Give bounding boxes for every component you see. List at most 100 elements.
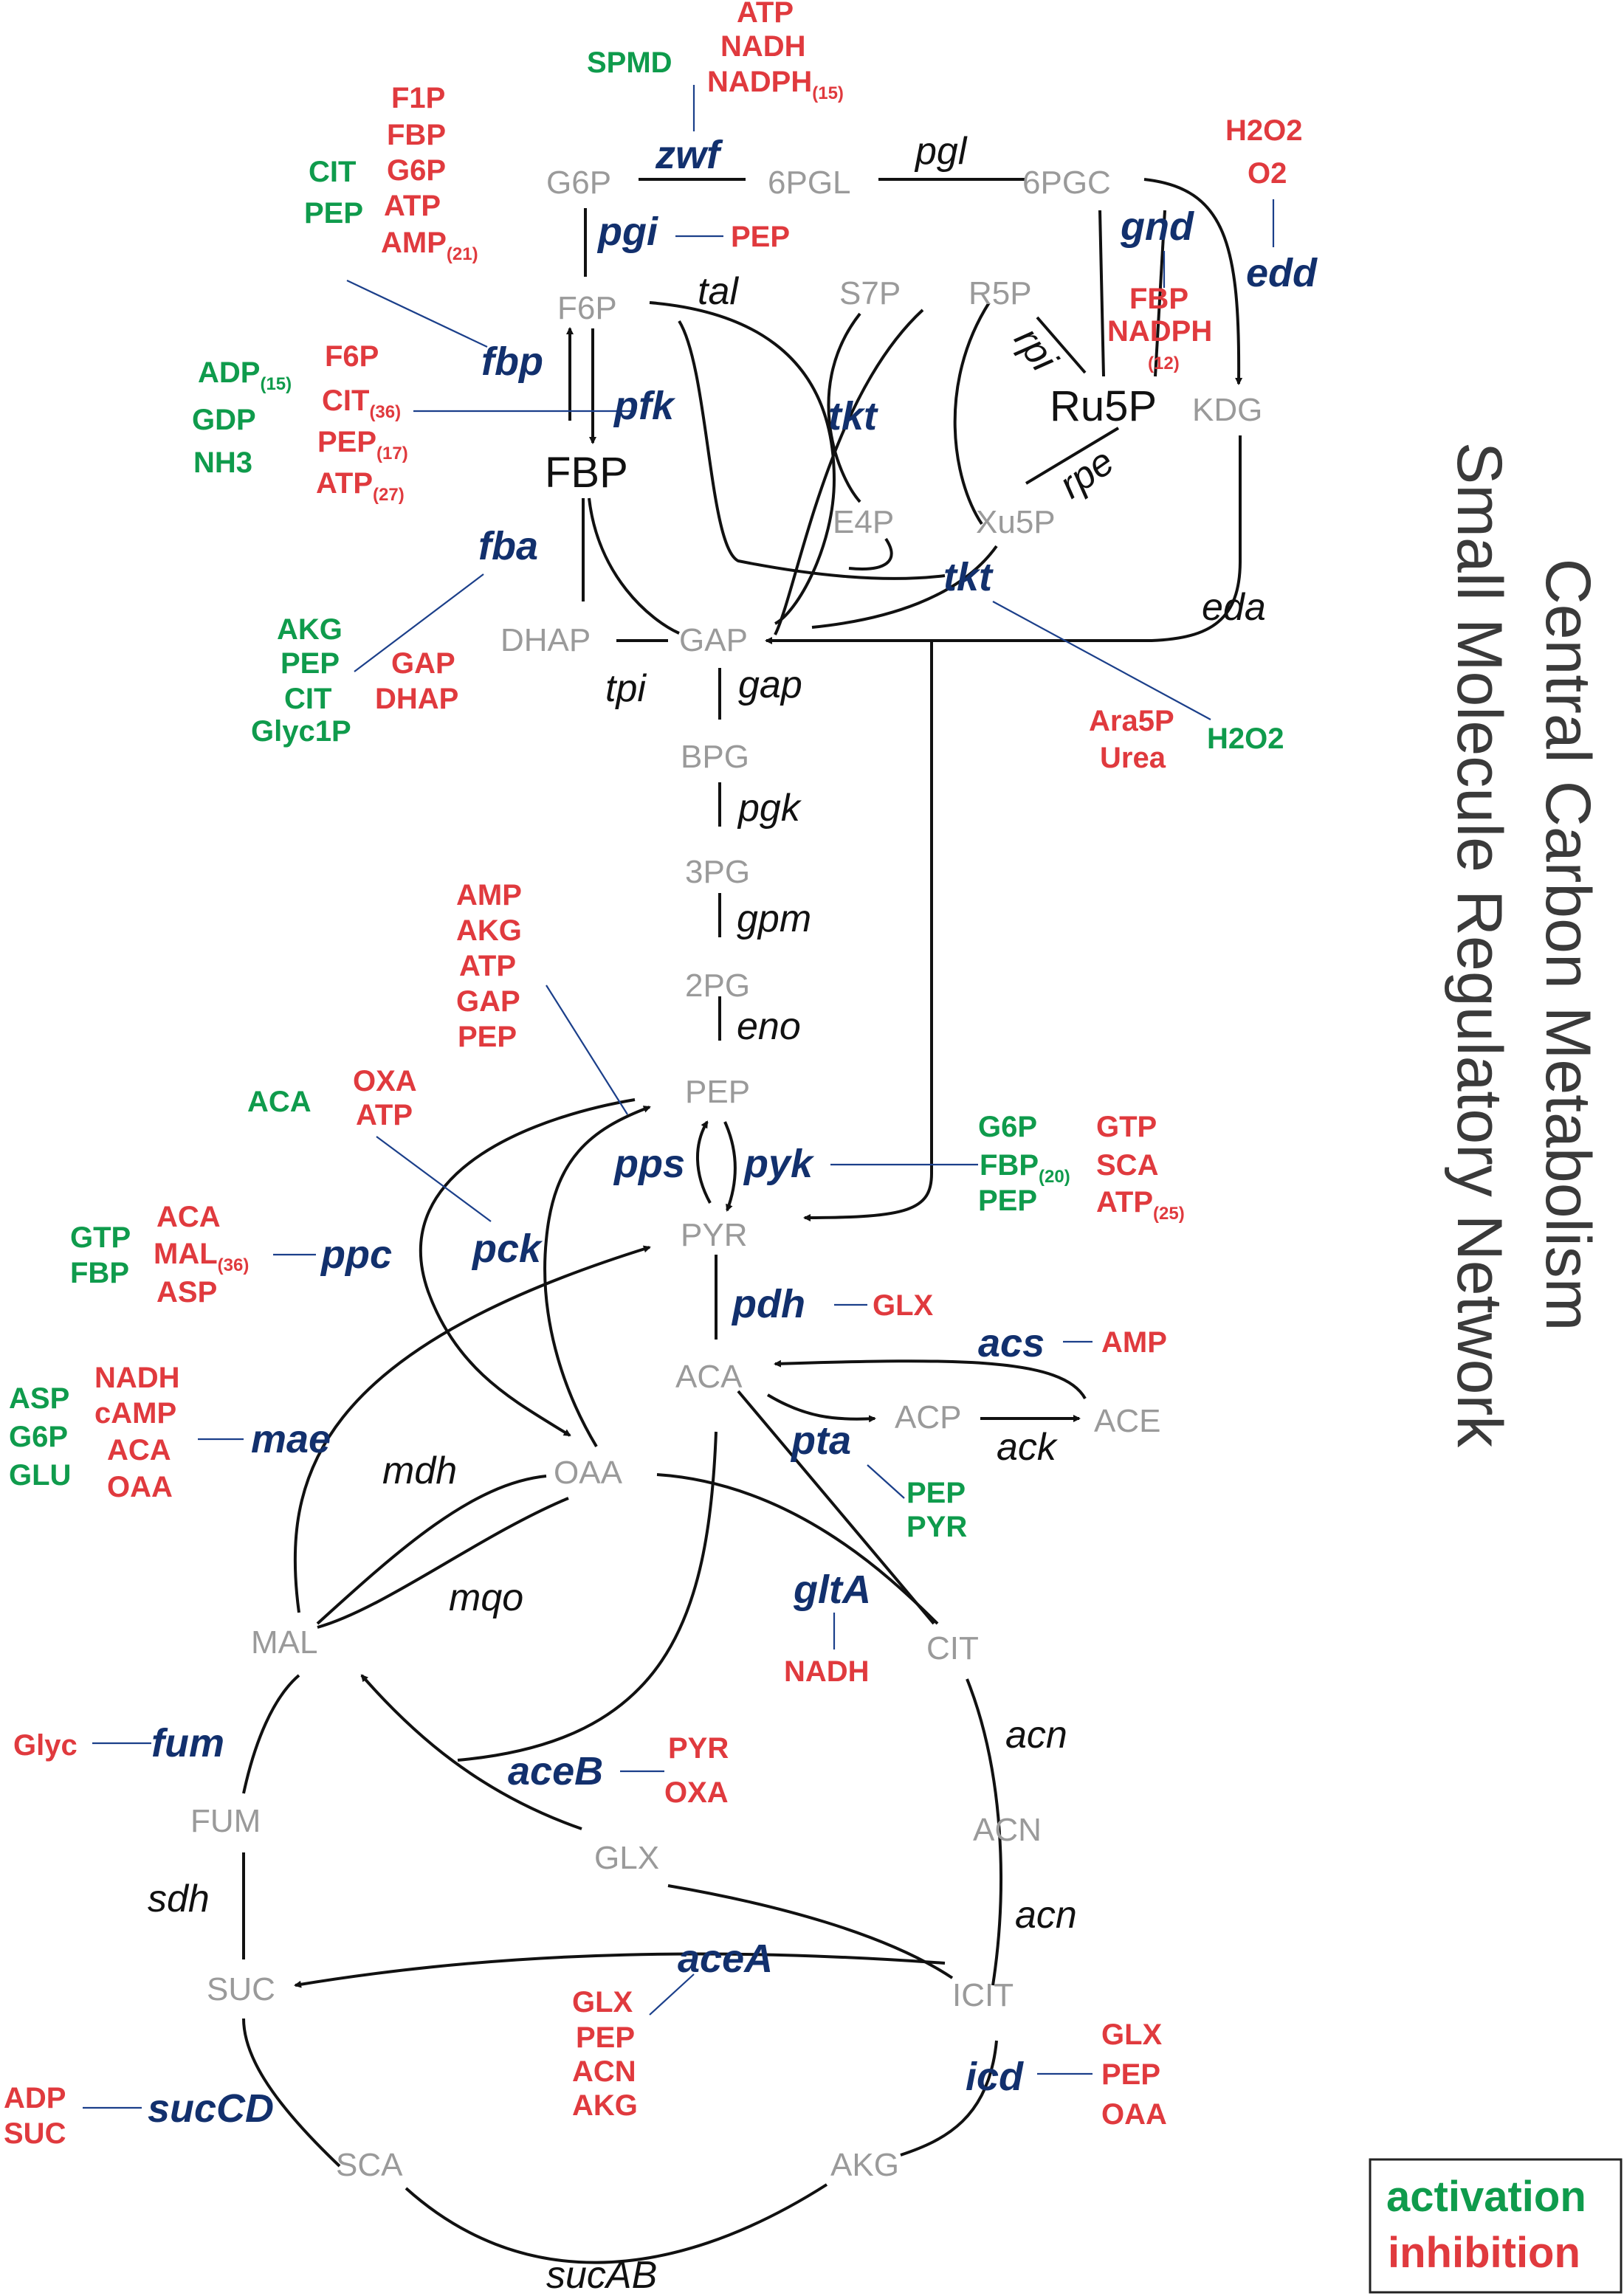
enzyme-zwf: zwf xyxy=(655,133,723,177)
pathway-lines xyxy=(242,178,1243,2264)
enzyme-fba: fba xyxy=(478,524,538,568)
enzyme-eno: eno xyxy=(737,1005,801,1048)
zwf-inhibitor: NADPH(15) xyxy=(707,66,844,103)
enzyme-edd: edd xyxy=(1246,251,1318,295)
metabolite-bpg: BPG xyxy=(681,739,749,775)
fbp-inhibitor: F1P xyxy=(391,82,445,114)
enzyme-sucab: sucAB xyxy=(546,2254,657,2296)
enzyme-acs: acs xyxy=(978,1321,1045,1365)
metabolite-akg: AKG xyxy=(830,2147,899,2183)
glta-inhibitor: NADH xyxy=(784,1655,870,1688)
metabolite-cit: CIT xyxy=(926,1630,979,1666)
regulator-labels: SPMD ATP NADH NADPH(15) H2O2 O2 CIT PEP … xyxy=(4,0,1303,2150)
legend: activation inhibition xyxy=(1369,2158,1623,2294)
edd-inhibitor: H2O2 xyxy=(1225,114,1303,147)
enzyme-gap: gap xyxy=(738,663,802,706)
ppc-inhibitor: MAL(36) xyxy=(154,1238,249,1275)
pck-inhibitor: ATP xyxy=(356,1099,413,1131)
metabolite-ace: ACE xyxy=(1094,1403,1160,1439)
acea-inhibitor: GLX xyxy=(572,1986,633,2019)
metabolite-glx: GLX xyxy=(594,1840,659,1876)
acea-inhibitor: ACN xyxy=(572,2055,636,2088)
enzyme-pfk: pfk xyxy=(613,384,676,428)
gnd-inhibitor-count: (12) xyxy=(1148,354,1180,373)
title-line-2: Small Molecule Regulatory Network xyxy=(1444,442,1515,1448)
pyk-inhibitor: GTP xyxy=(1096,1111,1157,1143)
fbp-activator: CIT xyxy=(309,156,356,188)
pps-inhibitor: AKG xyxy=(456,914,522,947)
enzyme-aceb: aceB xyxy=(508,1749,603,1793)
aceb-inhibitor: OXA xyxy=(664,1776,729,1809)
pyk-activator: G6P xyxy=(978,1111,1037,1143)
metabolite-mal: MAL xyxy=(251,1624,317,1661)
enzyme-succd: sucCD xyxy=(148,2086,274,2131)
enzyme-sdh: sdh xyxy=(148,1878,210,1920)
pck-activator: ACA xyxy=(247,1086,312,1118)
metabolite-aca: ACA xyxy=(675,1359,743,1395)
pgi-inhibitor: PEP xyxy=(731,221,790,253)
enzyme-pgl: pgl xyxy=(914,130,968,173)
metabolite-3pg: 3PG xyxy=(685,854,750,890)
pyk-activator: FBP(20) xyxy=(980,1149,1070,1187)
legend-inhibition: inhibition xyxy=(1388,2229,1580,2277)
pfk-inhibitor: F6P xyxy=(325,340,379,373)
metabolite-labels: G6P 6PGL 6PGC F6P S7P R5P Ru5P KDG FBP E… xyxy=(190,165,1262,2183)
tkt-inhibitor: Ara5P xyxy=(1089,705,1174,737)
metabolite-acn: ACN xyxy=(973,1812,1042,1848)
metabolite-suc: SUC xyxy=(207,1971,275,2007)
regulator-lines xyxy=(83,85,1275,2109)
metabolite-sca: SCA xyxy=(336,2147,403,2183)
enzyme-labels: zwf pgl pgi gnd edd tal fbp pfk tkt rpi … xyxy=(148,130,1318,2296)
metabolite-s7p: S7P xyxy=(839,275,901,311)
pta-activator: PYR xyxy=(906,1511,967,1543)
tkt-inhibitor: Urea xyxy=(1100,742,1166,774)
metabolite-fum: FUM xyxy=(190,1803,261,1839)
enzyme-pck: pck xyxy=(471,1227,543,1271)
succd-inhibitor: SUC xyxy=(4,2117,66,2150)
ppc-activator: GTP xyxy=(70,1221,131,1254)
metabolite-ru5p: Ru5P xyxy=(1050,382,1157,430)
metabolite-6pgc: 6PGC xyxy=(1022,165,1111,201)
enzyme-icd: icd xyxy=(966,2055,1024,2099)
fba-activator: CIT xyxy=(284,683,331,715)
mae-inhibitor: ACA xyxy=(107,1434,171,1466)
fba-inhibitor: GAP xyxy=(391,647,455,680)
metabolite-6pgl: 6PGL xyxy=(768,165,851,201)
edd-inhibitor: O2 xyxy=(1248,157,1287,190)
enzyme-gnd: gnd xyxy=(1120,204,1194,249)
enzyme-rpi: rpi xyxy=(1006,320,1066,380)
zwf-inhibitor: NADH xyxy=(720,30,806,63)
metabolite-f6p: F6P xyxy=(557,290,617,326)
fbp-inhibitor: G6P xyxy=(387,154,446,187)
gnd-inhibitor: FBP xyxy=(1129,283,1188,315)
mae-inhibitor: NADH xyxy=(94,1362,180,1394)
enzyme-gpm: gpm xyxy=(737,897,811,940)
fum-inhibitor: Glyc xyxy=(13,1729,78,1762)
fbp-inhibitor: ATP xyxy=(384,190,441,222)
metabolite-pyr: PYR xyxy=(681,1217,747,1253)
metabolite-g6p: G6P xyxy=(546,165,611,201)
pps-inhibitor: ATP xyxy=(459,950,516,982)
enzyme-pyk: pyk xyxy=(743,1142,815,1186)
enzyme-pta: pta xyxy=(790,1418,851,1463)
metabolite-dhap: DHAP xyxy=(500,622,591,658)
mae-inhibitor: OAA xyxy=(107,1471,173,1503)
ppc-inhibitor: ASP xyxy=(156,1276,217,1309)
metabolite-pep: PEP xyxy=(685,1074,750,1110)
enzyme-tkt-lower: tkt xyxy=(943,555,994,599)
zwf-inhibitor: ATP xyxy=(737,0,794,29)
enzyme-fum: fum xyxy=(151,1721,224,1765)
enzyme-pgk: pgk xyxy=(737,787,802,830)
enzyme-mdh: mdh xyxy=(382,1449,457,1492)
enzyme-eda: eda xyxy=(1202,586,1266,629)
fba-inhibitor: DHAP xyxy=(375,683,458,715)
metabolite-gap: GAP xyxy=(679,622,748,658)
acs-inhibitor: AMP xyxy=(1101,1326,1167,1359)
pyk-inhibitor: SCA xyxy=(1096,1149,1158,1182)
zwf-activator: SPMD xyxy=(587,46,672,79)
pfk-activator: NH3 xyxy=(193,447,252,479)
pfk-inhibitor: PEP(17) xyxy=(317,426,408,463)
enzyme-rpe: rpe xyxy=(1052,440,1122,507)
enzyme-glta: gltA xyxy=(793,1568,871,1612)
